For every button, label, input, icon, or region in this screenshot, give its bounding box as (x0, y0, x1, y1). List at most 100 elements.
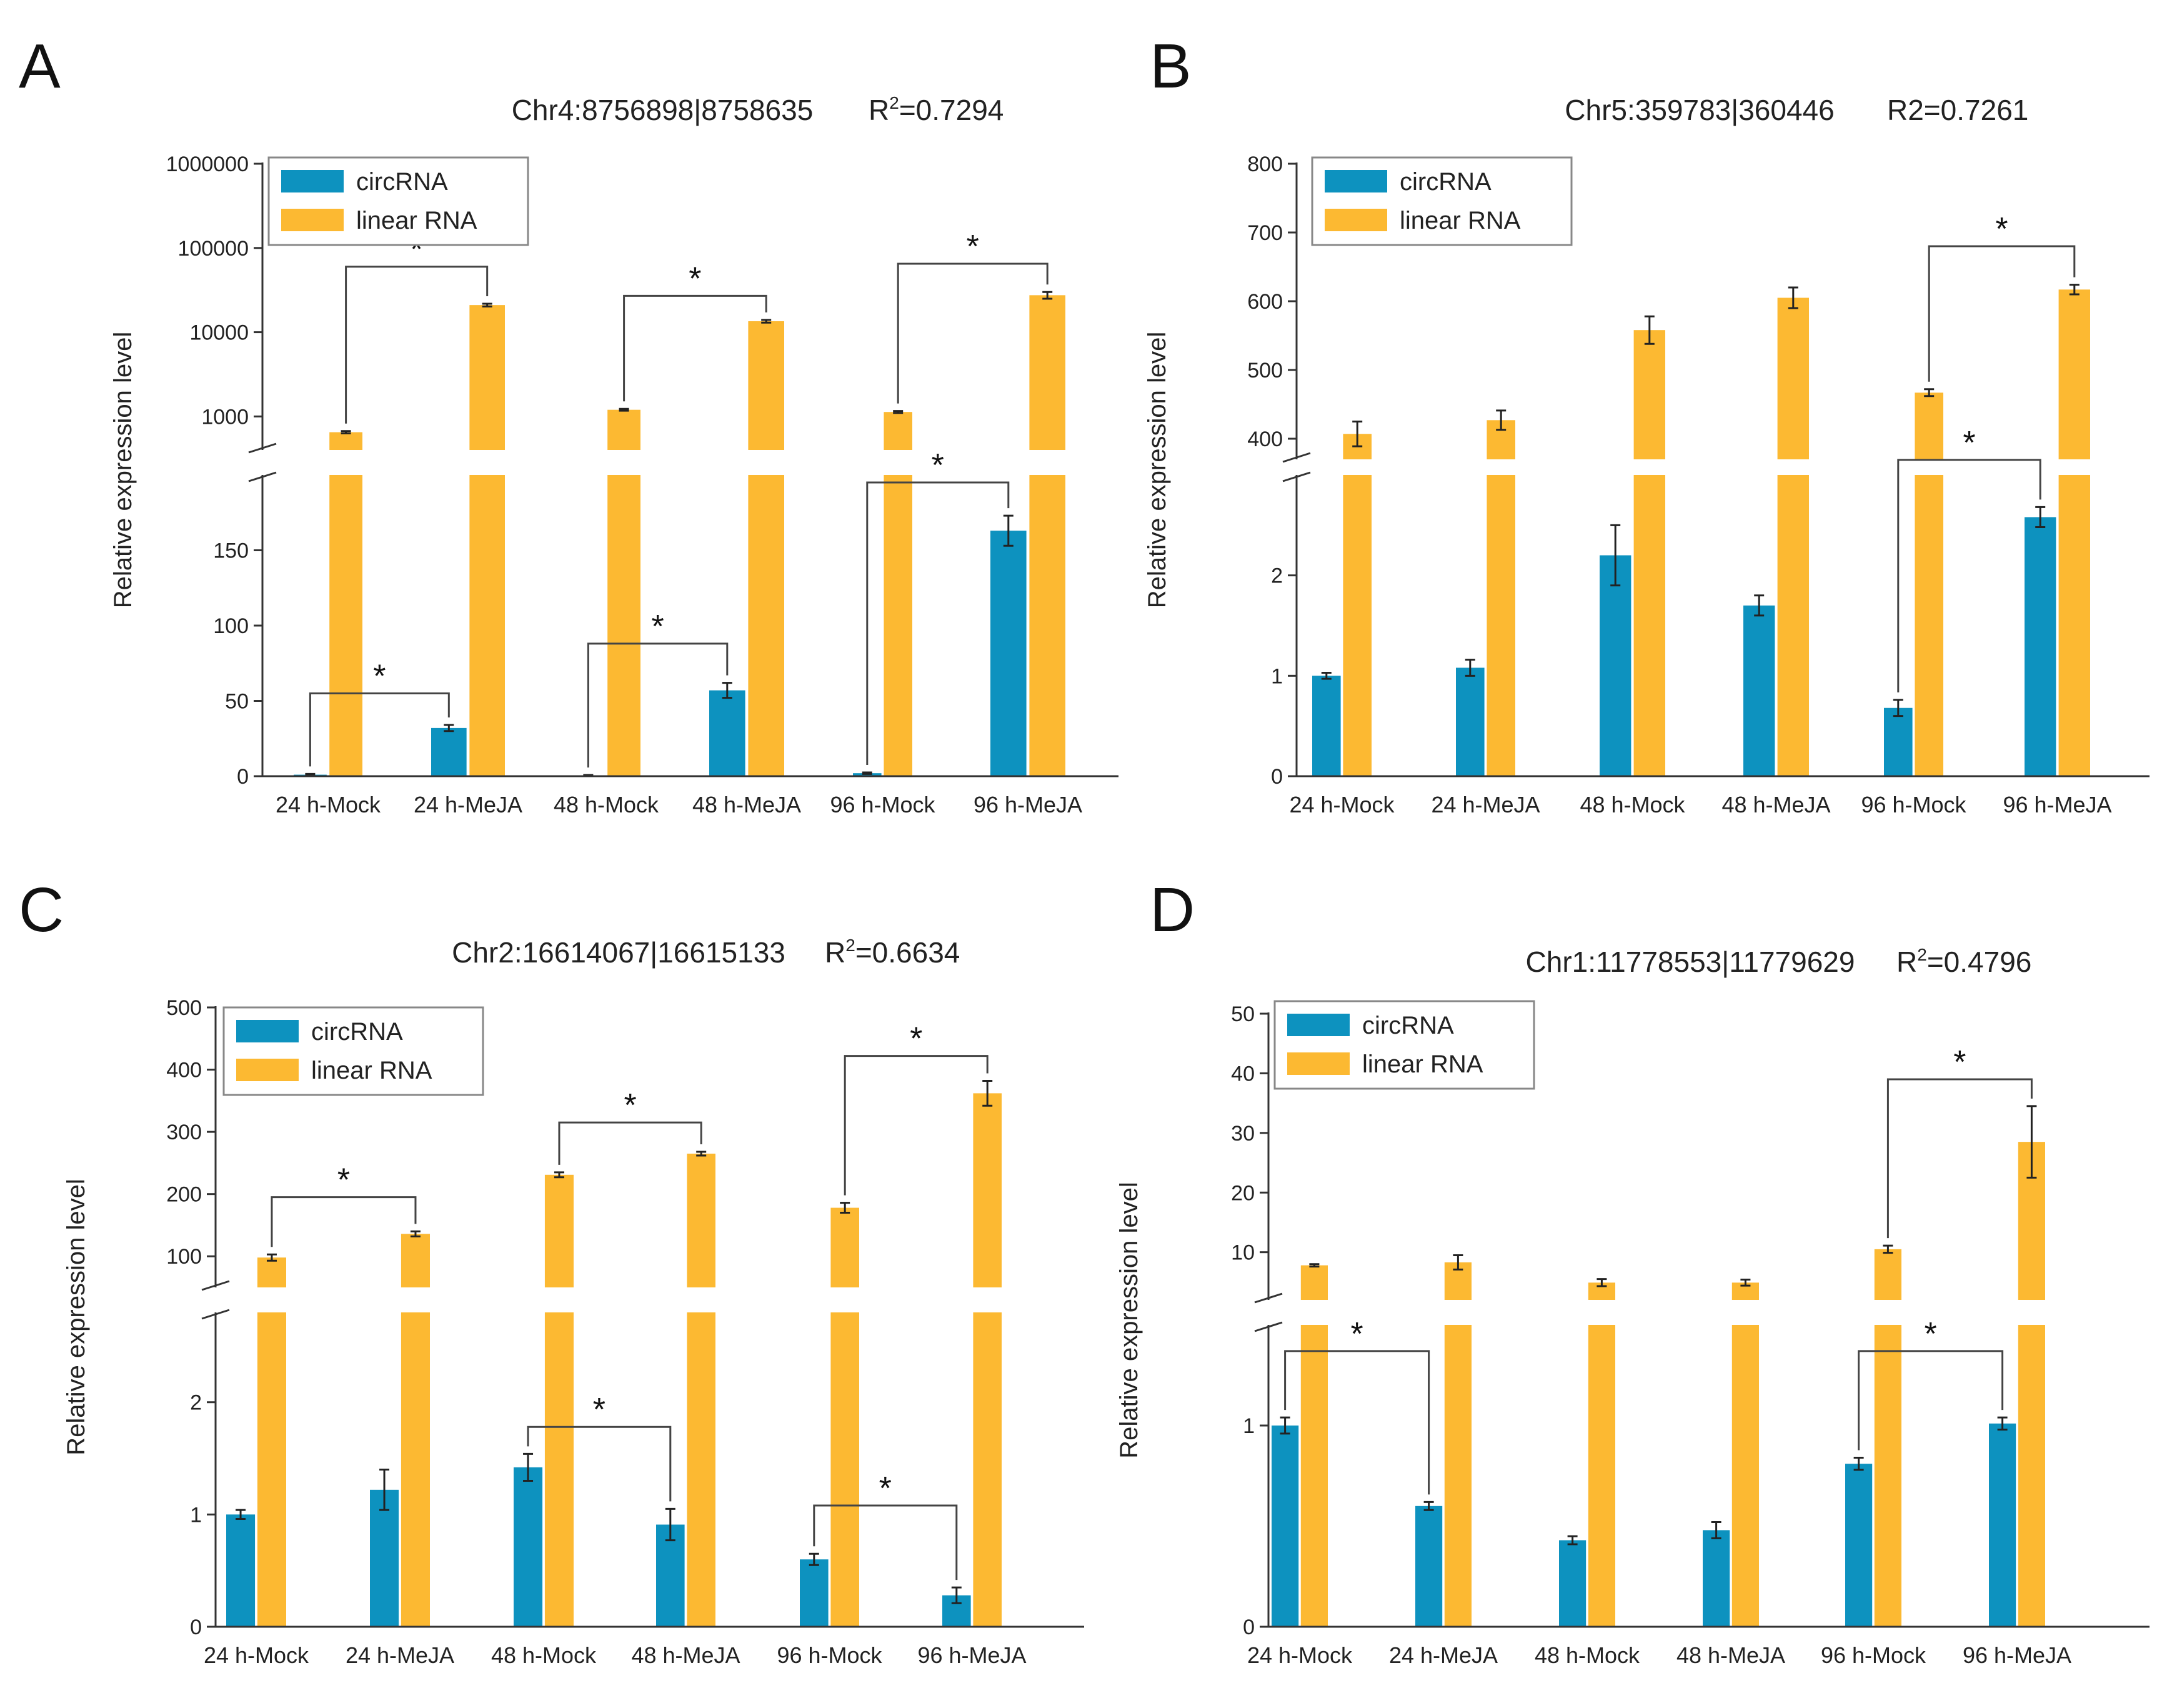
y-tick-label: 0 (1271, 765, 1283, 789)
bar-linear-upper-5 (2058, 289, 2090, 459)
significance-star: * (689, 261, 701, 297)
bar-circ-3 (1703, 1530, 1730, 1627)
y-tick-label: 100 (166, 1245, 202, 1269)
error-bar-linear-2 (1597, 1278, 1607, 1287)
chart-title: Chr2:16614067|16615133 (452, 936, 785, 969)
y-tick-label: 200 (166, 1183, 202, 1207)
x-tick-label: 96 h-Mock (830, 792, 935, 817)
legend: circRNA linear RNA (222, 1006, 484, 1096)
legend: circRNA linear RNA (1273, 1000, 1535, 1090)
bar-linear-lower-3 (687, 1312, 715, 1627)
bar-circ-5 (2025, 517, 2056, 776)
bar-linear-lower-5 (2018, 1325, 2045, 1627)
bar-linear-lower-4 (884, 475, 912, 776)
x-tick-label: 48 h-Mock (554, 792, 659, 817)
legend-label-linear: linear RNA (1400, 207, 1521, 234)
legend: circRNA linear RNA (1311, 156, 1573, 246)
legend-swatch-circ (1287, 1014, 1350, 1036)
bar-linear-lower-5 (973, 1312, 1002, 1627)
bar-linear-lower-3 (1731, 1325, 1759, 1627)
bar-linear-lower-5 (1029, 475, 1065, 776)
y-tick-label: 400 (166, 1059, 202, 1082)
bar-linear-upper-2 (1633, 330, 1665, 459)
error-bar-linear-5 (982, 1079, 993, 1107)
x-tick-label: 96 h-Mock (1861, 792, 1966, 817)
bar-linear-lower-2 (1633, 475, 1665, 776)
y-axis-label: Relative expression level (1143, 332, 1171, 608)
r-squared: R2=0.7261 (1887, 94, 2028, 126)
y-tick-label: 1000000 (166, 152, 249, 176)
bar-linear-upper-0 (1300, 1265, 1328, 1300)
y-tick-label: 0 (1243, 1616, 1255, 1639)
bar-linear-lower-0 (1343, 475, 1372, 776)
error-bar-linear-5 (2026, 1105, 2037, 1179)
x-tick-label: 24 h-MeJA (1389, 1642, 1498, 1668)
bar-circ-2 (1600, 555, 1631, 776)
significance-star: * (910, 1021, 922, 1057)
panel-d: D Chr1:11778553|11779629 R2=0.4796 Relative… (1115, 875, 2150, 1668)
significance-star: * (1953, 1044, 1966, 1081)
bar-circ-1 (1415, 1506, 1443, 1627)
bar-linear-lower-3 (748, 475, 784, 776)
bar-linear-lower-4 (830, 1312, 859, 1627)
error-bar-linear-0 (266, 1253, 277, 1262)
legend-label-circ: circRNA (311, 1018, 403, 1046)
y-tick-label: 400 (1247, 427, 1283, 451)
legend-swatch-circ (1325, 170, 1387, 192)
legend-label-circ: circRNA (1400, 168, 1492, 196)
y-tick-label: 100000 (178, 237, 249, 261)
significance-bracket (527, 1426, 672, 1502)
y-axis-label: Relative expression level (1115, 1182, 1143, 1458)
r-squared-value: =0.4796 (1927, 946, 2032, 978)
significance-star: * (373, 658, 386, 694)
significance-star: * (879, 1471, 892, 1507)
error-bar-linear-3 (696, 1151, 707, 1157)
panel-letter: C (19, 875, 64, 945)
y-tick-label: 1 (1243, 1414, 1255, 1438)
x-tick-label: 48 h-MeJA (692, 792, 801, 817)
bar-linear-upper-4 (884, 412, 912, 450)
error-bar-linear-1 (1453, 1254, 1463, 1271)
error-bar-circ-5 (951, 1586, 962, 1604)
bar-linear-upper-1 (401, 1234, 430, 1287)
bar-linear-upper-2 (607, 409, 640, 450)
legend-swatch-linear (1287, 1052, 1350, 1075)
bar-linear-upper-3 (1777, 297, 1809, 459)
error-bar-circ-0 (1321, 672, 1332, 680)
error-bar-circ-5 (2035, 506, 2046, 529)
significance-star: * (624, 1087, 636, 1124)
bar-linear-upper-4 (1915, 392, 1943, 459)
legend-label-linear: linear RNA (356, 207, 477, 234)
error-bar-linear-4 (893, 410, 904, 414)
r-squared-sup: 2 (845, 936, 855, 955)
error-bar-circ-1 (379, 1469, 390, 1511)
error-bar-linear-2 (619, 407, 629, 412)
significance-star: * (651, 609, 664, 645)
error-bar-circ-2 (523, 1452, 534, 1482)
bar-circ-5 (990, 531, 1027, 776)
error-bar-circ-2 (1567, 1535, 1578, 1546)
bar-linear-lower-1 (1444, 1325, 1472, 1627)
y-tick-label: 800 (1247, 152, 1283, 176)
error-bar-linear-1 (410, 1230, 421, 1237)
significance-bracket (587, 642, 729, 768)
error-bar-linear-0 (1352, 421, 1363, 447)
error-bar-linear-5 (2069, 284, 2080, 296)
significance-bracket (1858, 1350, 2004, 1451)
bar-circ-1 (1456, 667, 1485, 776)
significance-bracket (558, 1121, 702, 1165)
chart-title: Chr1:11778553|11779629 (1526, 946, 1855, 978)
r-squared-label: R (1896, 946, 1917, 978)
bar-circ-0 (226, 1514, 256, 1627)
r-squared-sup: 2 (1917, 945, 1927, 964)
error-bar-circ-1 (1465, 659, 1475, 677)
x-tick-label: 24 h-Mock (276, 792, 381, 817)
panel-a: A Chr4:8756898|8758635 R2=0.7294 Relative e… (19, 31, 1118, 817)
axis-break-mark (201, 1280, 230, 1320)
y-tick-label: 1 (190, 1503, 202, 1527)
bar-circ-5 (1989, 1423, 2016, 1627)
y-tick-label: 50 (1231, 1002, 1255, 1026)
bar-linear-lower-1 (401, 1312, 430, 1627)
error-bar-linear-3 (761, 319, 772, 324)
